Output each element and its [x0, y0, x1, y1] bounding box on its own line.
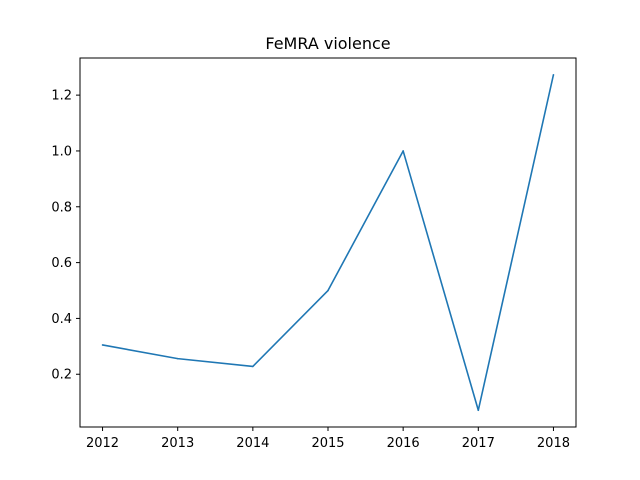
data-point: [101, 344, 104, 346]
y-tick-label: 0.6: [51, 256, 72, 271]
x-tick-label: 2014: [236, 436, 269, 451]
data-point: [402, 150, 404, 152]
data-point: [477, 409, 480, 412]
x-axis: 2012 2013 2014 2015 2016 2017 2018: [86, 427, 570, 451]
x-tick-label: 2018: [537, 436, 570, 451]
series-layer: [101, 73, 555, 412]
y-tick-label: 0.2: [51, 368, 72, 383]
plot-area: [79, 57, 577, 428]
x-tick-label: 2015: [311, 436, 344, 451]
y-axis: 0.2 0.4 0.6 0.8 1.0 1.2: [51, 89, 80, 383]
x-tick-label: 2012: [86, 436, 119, 451]
chart-title: FeMRA violence: [265, 34, 390, 53]
y-tick-label: 1.2: [51, 89, 72, 104]
data-point: [252, 365, 254, 368]
y-tick-label: 1.0: [51, 144, 72, 159]
data-point: [552, 73, 555, 76]
data-point: [327, 289, 329, 292]
x-tick-label: 2016: [387, 436, 420, 451]
x-tick-label: 2017: [462, 436, 495, 451]
x-tick-label: 2013: [161, 436, 194, 451]
data-point: [176, 357, 179, 360]
y-tick-label: 0.4: [51, 312, 72, 327]
y-tick-label: 0.8: [51, 200, 72, 215]
